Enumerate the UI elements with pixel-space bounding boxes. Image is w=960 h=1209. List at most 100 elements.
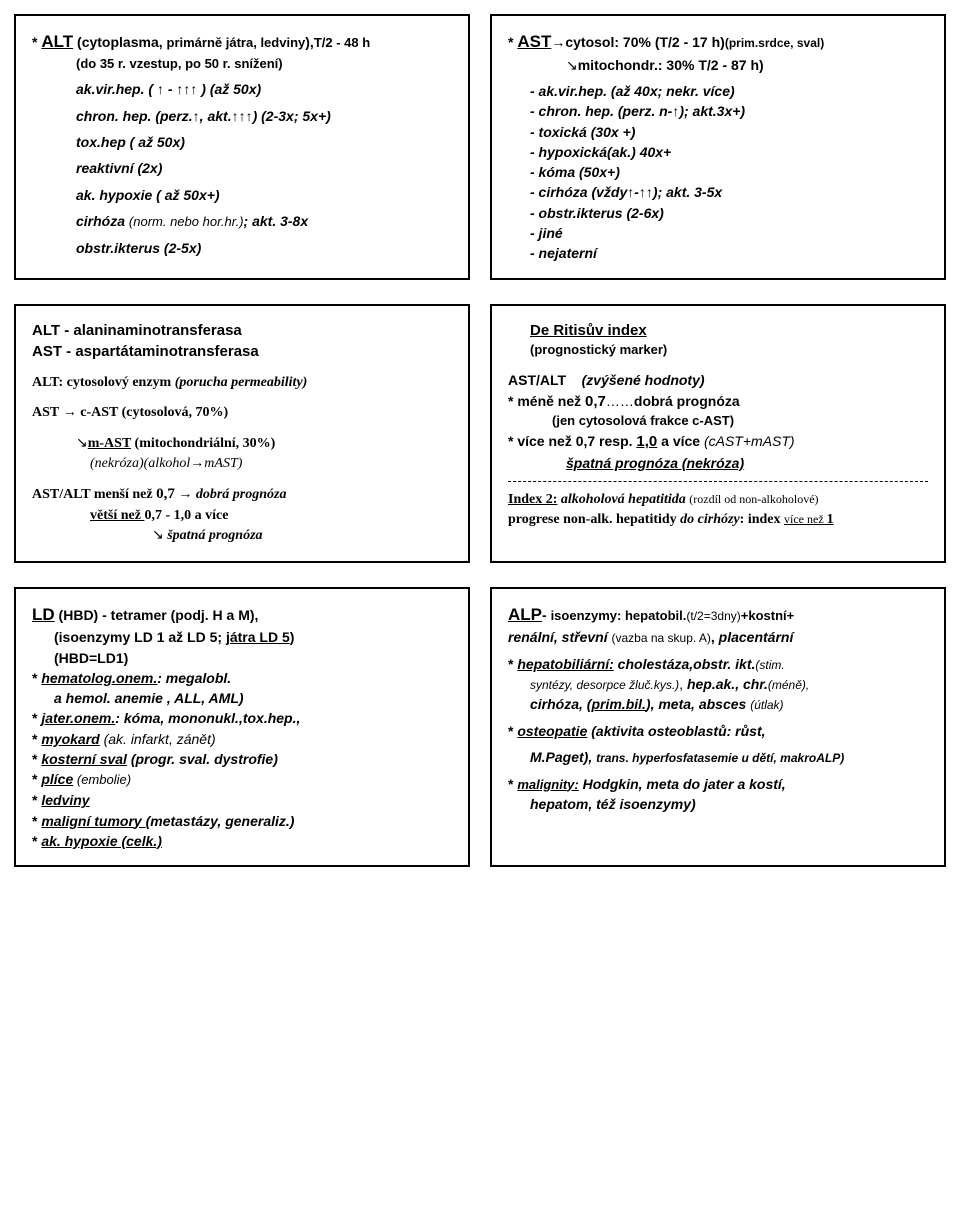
txt: osteopatie [517, 723, 587, 739]
txt: (aktivita osteoblastů: růst, [587, 723, 765, 739]
txt: (rozdíl od non-alkoholové) [689, 492, 818, 506]
txt: AST [32, 405, 59, 420]
txt: kosterní sval [41, 751, 127, 767]
txt: (stim. [755, 658, 784, 672]
txt: AST/ALT [508, 372, 566, 388]
line: ↘m-AST (mitochondriální, 30%) [76, 434, 452, 454]
line: * ak. hypoxie (celk.) [32, 831, 452, 851]
txt: * méně než [508, 393, 585, 409]
txt: primárně játra, ledviny [167, 35, 306, 50]
txt: (do 35 r. vzestup, po 50 r. snížení) [76, 55, 452, 74]
ast-header: * AST→cytosol: 70% (T/2 - 17 h)(prim.srd… [508, 30, 928, 55]
txt: ak.vir.hep. [76, 81, 144, 97]
txt: : kóma, mononukl.,tox.hep., [115, 710, 300, 726]
txt: (cytoplasma, [73, 34, 166, 50]
txt: špatná prognóza (nekróza) [566, 453, 928, 473]
txt: menší než [94, 487, 156, 502]
txt: hepatom, též isoenzymy) [530, 794, 928, 814]
line: * více než 0,7 resp. 1,0 a více (cAST+mA… [508, 431, 928, 453]
line: chron. hep. (perz.↑, akt.↑↑↑) (2-3x; 5x+… [76, 106, 452, 126]
line: * malignity: Hodgkin, meta do jater a ko… [508, 774, 928, 795]
txt: , [711, 629, 719, 645]
txt: - toxická (30x +) [530, 122, 928, 142]
txt: (t/2=3dny) [686, 609, 740, 623]
dashed-separator [508, 481, 928, 482]
txt: (embolie) [73, 772, 131, 787]
line: Index 2: alkoholová hepatitida (rozdíl o… [508, 490, 928, 510]
alt-header: * ALT (cytoplasma, primárně játra, ledvi… [32, 30, 452, 55]
txt: (méně), [768, 678, 809, 692]
txt: * [508, 723, 517, 739]
line: * osteopatie (aktivita osteoblastů: růst… [508, 721, 928, 741]
txt: - chron. hep. (perz. n-↑); akt.3x+) [530, 101, 928, 121]
txt: hepatobiliární: [517, 656, 613, 672]
line: syntézy, desorpce žluč.kys.), hep.ak., c… [530, 674, 928, 694]
txt: (HBD) - tetramer (podj. H a M), [55, 607, 259, 623]
txt: : 30% T/2 - 87 h) [658, 57, 764, 73]
line: * jater.onem.: kóma, mononukl.,tox.hep., [32, 708, 452, 728]
txt: ak. hypoxie ( až 50x+) [76, 185, 452, 205]
txt: * [508, 776, 517, 792]
txt: (norm. nebo hor.hr.) [129, 214, 244, 229]
line: progrese non-alk. hepatitidy do cirhózy:… [508, 510, 928, 530]
line: ak.vir.hep. ( ↑ - ↑↑↑ ) (až 50x) [76, 79, 452, 99]
txt: - kóma (50x+) [530, 162, 928, 182]
txt: * [32, 34, 41, 50]
txt: , [679, 676, 687, 692]
line: * kosterní sval (progr. sval. dystrofie) [32, 749, 452, 769]
txt: ALT - alaninaminotransferasa [32, 320, 452, 342]
line: LD (HBD) - tetramer (podj. H a M), [32, 603, 452, 628]
txt: * [32, 833, 41, 849]
txt: * [32, 792, 41, 808]
txt: cirhóza [76, 213, 129, 229]
txt: větší než [90, 508, 144, 523]
arrow-downright-icon: ↘ [566, 57, 578, 73]
txt: tox.hep ( až 50x) [76, 132, 452, 152]
txt: +kostní+ [741, 608, 794, 623]
txt: hep.ak., chr. [687, 676, 768, 692]
txt: c-AST (cytosolová, 70%) [80, 405, 228, 420]
txt: AST/ALT [32, 487, 94, 502]
line: ALP- isoenzymy: hepatobil.(t/2=3dny)+kos… [508, 603, 928, 628]
txt: malignity: [517, 777, 578, 792]
txt: (vazba na skup. A) [611, 631, 710, 645]
txt: cytosol: 70% (T/2 - 17 h) [565, 34, 724, 50]
txt: * [32, 710, 41, 726]
txt: prim.bil. [591, 696, 645, 712]
txt: myokard [41, 731, 99, 747]
alt-title: ALT [41, 32, 73, 51]
txt: - ak.vir.hep. (až 40x; nekr. více) [530, 81, 928, 101]
txt: * [508, 34, 517, 50]
header: De Ritisův index [530, 320, 928, 342]
arrow-right-icon: → [551, 34, 565, 50]
txt: * [32, 771, 41, 787]
txt: a hemol. anemie , ALL, AML) [54, 688, 452, 708]
txt: (porucha permeability) [175, 375, 308, 390]
txt: syntézy, desorpce žluč.kys.) [530, 678, 679, 692]
txt: (progr. sval. dystrofie) [127, 751, 278, 767]
txt: - cirhóza (vždy↑-↑↑); akt. 3-5x [530, 182, 928, 202]
txt: (HBD=LD1) [54, 648, 452, 668]
txt: progrese non-alk. hepatitidy [508, 512, 680, 527]
line: * myokard (ak. infarkt, zánět) [32, 729, 452, 749]
txt: ledviny [41, 792, 89, 808]
alp-title: ALP [508, 605, 542, 624]
txt: více než [784, 512, 827, 526]
txt: (ak. infarkt, zánět) [100, 731, 216, 747]
txt: (zvýšené hodnoty) [582, 372, 705, 388]
txt: (metastázy, generaliz.) [146, 813, 295, 829]
txt: jater.onem. [41, 710, 115, 726]
arrow-downright-icon: ↘ [152, 528, 167, 543]
txt: * [32, 670, 41, 686]
page-grid: * ALT (cytoplasma, primárně játra, ledvi… [14, 14, 946, 867]
txt: chron. hep. [76, 108, 151, 124]
deritis-title: De Ritisův index [530, 322, 647, 339]
arrow-right-icon: → [59, 405, 80, 420]
txt: (jen cytosolová frakce c-AST) [552, 412, 928, 431]
line: (isoenzymy LD 1 až LD 5; játra LD 5) [54, 627, 452, 647]
line: větší než 0,7 - 1,0 a více [90, 506, 452, 526]
line: AST/ALT menší než 0,7 → dobrá prognóza [32, 484, 452, 506]
txt: dobrá prognóza [196, 487, 287, 502]
line: AST/ALT (zvýšené hodnoty) [508, 370, 928, 390]
txt: isoenzymy: hepatobil. [551, 608, 687, 623]
